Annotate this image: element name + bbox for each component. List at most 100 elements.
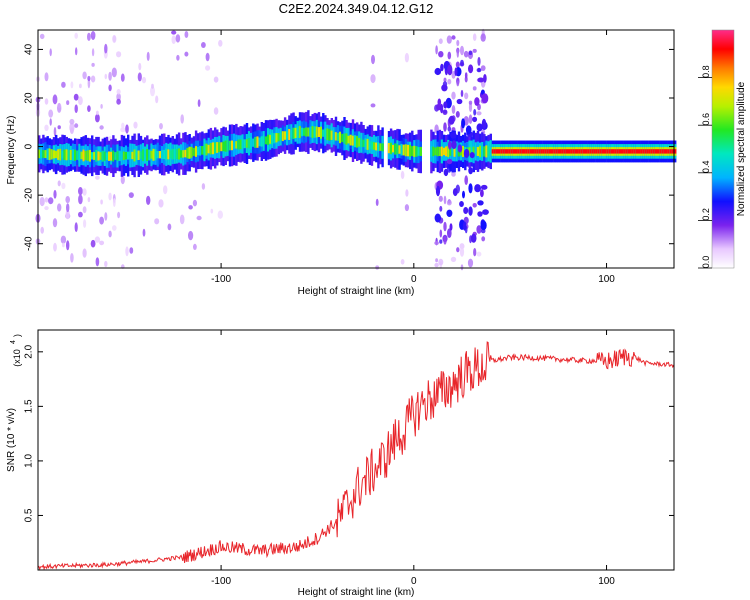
spectrogram-noise-cell (188, 205, 193, 210)
colorbar-tick-label: 0.4 (701, 161, 711, 174)
spectrogram-x-tick-label: 100 (598, 274, 615, 285)
spectrogram-y-tick-label: -40 (24, 236, 35, 251)
spectrogram-band-cell (572, 149, 575, 154)
spectrogram-band-cell (190, 146, 193, 158)
spectrogram-noise-cell (434, 262, 439, 268)
spectrogram-burst-cell (463, 207, 469, 214)
spectrogram-noise-cell (476, 225, 482, 234)
spectrogram-band-cell (432, 146, 435, 157)
spectrogram-noise-cell (459, 247, 465, 257)
spectrogram-band-cell (205, 143, 208, 156)
spectrogram-band-cell (483, 146, 486, 157)
spectrogram-band-cell (158, 151, 162, 159)
spectrogram-burst-cell (434, 67, 442, 76)
spectrogram-band-cell (40, 149, 43, 159)
spectrogram-noise-cell (434, 241, 439, 246)
spectrogram-band-cell (585, 149, 588, 154)
spectrogram-noise-cell (90, 239, 96, 248)
spectrogram-band-cell (652, 149, 656, 154)
spectrogram-band-cell (417, 147, 420, 156)
spectrogram-band-cell (188, 146, 191, 159)
spectrogram-band-cell (646, 149, 649, 154)
spectrogram-band-cell (99, 152, 102, 160)
spectrogram-noise-cell (112, 34, 117, 44)
spectrogram-noise-cell (57, 203, 62, 212)
spectrogram-noise-cell (82, 71, 87, 80)
spectrogram-band-cell (339, 131, 342, 144)
spectrogram-noise-cell (468, 114, 473, 124)
spectrogram-band-cell (144, 149, 147, 161)
spectrogram-noise-cell (74, 123, 79, 128)
spectrogram-frame (37, 29, 675, 269)
spectrogram-band-cell (381, 143, 384, 152)
spectrogram-band-cell (627, 149, 630, 154)
spectrogram-noise-cell (400, 259, 405, 265)
spectrogram-noise-cell (78, 194, 83, 205)
spectrogram-noise-cell (455, 111, 460, 118)
spectrogram-band-cell (453, 146, 456, 157)
spectrogram-band-cell (309, 126, 312, 138)
spectrogram-band-cell (59, 148, 62, 161)
spectrogram-band-cell (595, 149, 598, 154)
spectrogram-band-cell (402, 144, 405, 156)
snr-x-tick-label: -100 (211, 576, 231, 587)
spectrogram-noise-cell (108, 84, 112, 92)
colorbar: 0.0 0.2 0.4 0.6 0.8 Normalized spectral ampl… (698, 29, 747, 269)
spectrogram-band-cell (330, 130, 333, 140)
spectrogram-noise-cell (446, 35, 452, 44)
spectrogram-noise-cell (69, 122, 75, 133)
spectrogram-band-cell (203, 144, 206, 156)
spectrogram-noise-cell (404, 52, 409, 63)
spectrogram-noise-cell (57, 102, 61, 112)
spectrogram-noise-cell (121, 122, 125, 129)
spectrogram-band-cell (413, 145, 416, 157)
spectrogram-band-cell (387, 143, 391, 154)
spectrogram-band-cell (112, 150, 115, 162)
spectrogram-band-cell (565, 149, 569, 154)
spectrogram-burst-cell (476, 123, 483, 132)
spectrogram-noise-cell (52, 218, 58, 228)
spectrogram-band-cell (220, 142, 223, 152)
spectrogram-noise-cell (213, 76, 219, 83)
spectrogram-band-cell (298, 125, 302, 138)
spectrogram-noise-cell (400, 170, 405, 180)
spectrogram-noise-cell (90, 75, 96, 83)
spectrogram-band-cell (97, 151, 100, 161)
spectrogram-band-cell (173, 149, 177, 160)
spectrogram-noise-cell (66, 203, 70, 213)
spectrogram-band-cell (288, 129, 291, 140)
spectrogram-band-cell (529, 149, 533, 154)
spectrogram-band-cell (358, 137, 361, 147)
spectrogram-burst-cell (468, 167, 473, 175)
spectrogram-noise-cell (451, 71, 456, 79)
spectrogram-band-cell (343, 133, 346, 144)
spectrogram-noise-cell (90, 31, 96, 37)
spectrogram-noise-cell (443, 195, 447, 205)
spectrogram-band-cell (192, 147, 196, 156)
spectrogram-band-cell (154, 149, 157, 161)
spectrogram-noise-cell (120, 127, 126, 133)
snr-scale-base: (x10 (12, 349, 22, 367)
spectrogram-band-cell (184, 149, 187, 158)
spectrogram-noise-cell (468, 100, 473, 105)
spectrogram-noise-cell (460, 89, 464, 98)
spectrogram-band-cell (114, 152, 117, 160)
spectrogram-burst-cell (462, 190, 465, 199)
spectrogram-noise-cell (83, 219, 87, 228)
spectrogram-noise-cell (472, 86, 477, 91)
spectrogram-band-cell (548, 149, 552, 154)
spectrogram-y-tick-label: 40 (24, 43, 35, 55)
spectrogram-band-cell (243, 139, 246, 149)
spectrogram-noise-cell (61, 81, 66, 88)
spectrogram-noise-cell (480, 65, 486, 71)
spectrogram-band-cell (351, 135, 355, 146)
spectrogram-noise-cell (70, 81, 74, 89)
snr-y-tick-label: 1.5 (24, 399, 35, 413)
snr-frame (37, 329, 675, 571)
spectrogram-noise-cell (125, 246, 129, 257)
spectrogram-band-cell (663, 149, 666, 154)
spectrogram-noise-cell (69, 118, 75, 125)
spectrogram-noise-cell (49, 48, 52, 57)
spectrogram-band-cell (42, 150, 45, 158)
spectrogram-band-cell (347, 135, 350, 144)
